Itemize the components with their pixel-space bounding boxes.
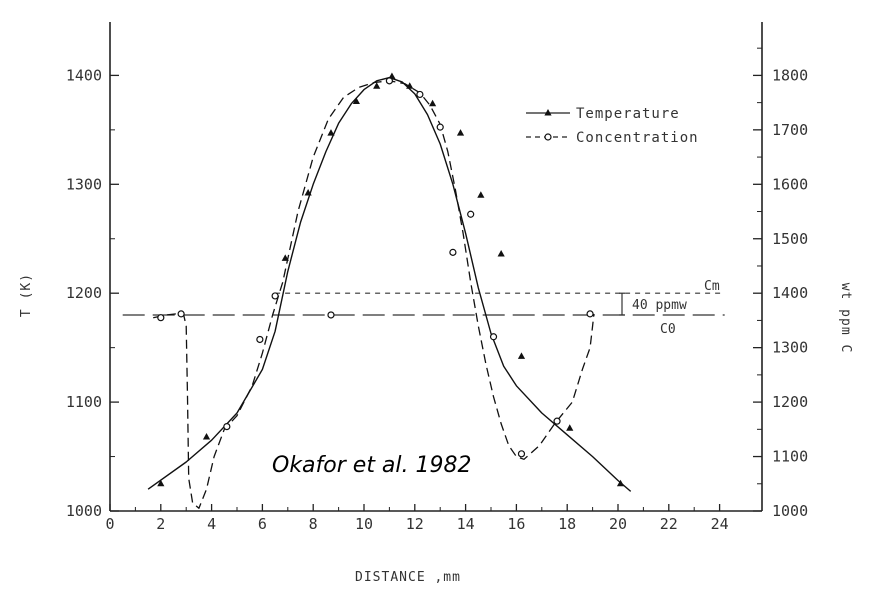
legend-marker-temperature xyxy=(544,109,552,116)
temperature-marker xyxy=(616,479,625,487)
concentration-marker xyxy=(385,77,393,85)
y-left-tick-label: 1400 xyxy=(66,66,102,84)
y-right-tick-label: 1600 xyxy=(772,175,808,193)
x-tick-label: 2 xyxy=(156,515,165,533)
y-right-tick-label: 1500 xyxy=(772,230,808,248)
citation-text: Okafor et al. 1982 xyxy=(272,453,472,478)
concentration-marker xyxy=(271,292,279,300)
gap-label: 40 ppmw xyxy=(632,298,687,313)
ticks: 0 2 4 6 8 10 12 14 16 18 20 22 241000110012001300140… xyxy=(66,47,808,533)
x-axis-title: DISTANCE ,mm xyxy=(355,570,461,585)
concentration-marker xyxy=(327,311,335,319)
series xyxy=(147,76,632,509)
cm-label: Cm xyxy=(704,279,720,294)
x-tick-label: 10 xyxy=(355,515,373,533)
markers xyxy=(157,72,625,487)
legend: Temperature Concentration xyxy=(526,106,699,146)
reference-lines xyxy=(122,292,725,316)
x-tick-label: 16 xyxy=(507,515,525,533)
y-left-tick-label: 1300 xyxy=(66,175,102,193)
temperature-marker xyxy=(352,97,360,105)
temperature-marker xyxy=(497,249,505,257)
y-right-tick-label: 1300 xyxy=(772,339,808,357)
temperature-marker xyxy=(477,191,485,198)
concentration-marker xyxy=(157,314,165,322)
x-tick-label: 22 xyxy=(660,515,678,533)
y-right-tick-label: 1200 xyxy=(772,393,808,411)
temperature-marker xyxy=(157,479,165,487)
y-right-axis-title: wt ppm C xyxy=(838,283,853,354)
y-right-tick-label: 1700 xyxy=(772,121,808,139)
concentration-marker xyxy=(586,310,594,318)
legend-label-temperature: Temperature xyxy=(576,106,680,122)
concentration-marker xyxy=(177,310,185,318)
y-right-tick-label: 1000 xyxy=(772,502,808,520)
y-right-tick-label: 1400 xyxy=(772,284,808,302)
temperature-marker xyxy=(566,424,574,431)
temperature-marker xyxy=(304,189,312,196)
c0-label: C0 xyxy=(660,322,676,337)
concentration-marker xyxy=(489,333,498,341)
y-left-tick-label: 1100 xyxy=(66,393,102,411)
temperature-marker xyxy=(517,352,526,359)
concentration-marker xyxy=(223,423,231,431)
y-left-tick-label: 1200 xyxy=(66,284,102,302)
y-right-tick-label: 1100 xyxy=(772,448,808,466)
temperature-marker xyxy=(428,99,437,107)
legend-label-concentration: Concentration xyxy=(576,130,699,146)
temperature-marker xyxy=(406,82,414,89)
x-tick-label: 24 xyxy=(711,515,729,533)
series-line-temperature xyxy=(147,76,632,492)
temperature-marker xyxy=(456,129,465,136)
concentration-marker xyxy=(449,248,457,256)
x-tick-label: 12 xyxy=(406,515,424,533)
series-line-concentration xyxy=(153,80,595,509)
temperature-marker xyxy=(327,129,335,136)
concentration-marker xyxy=(436,123,444,131)
y-left-tick-label: 1000 xyxy=(66,502,102,520)
temperature-marker xyxy=(202,432,211,440)
y-left-axis-title: T (K) xyxy=(19,273,34,317)
legend-marker-concentration xyxy=(544,133,552,141)
x-tick-label: 4 xyxy=(207,515,216,533)
x-tick-label: 6 xyxy=(258,515,267,533)
concentration-marker xyxy=(416,90,424,99)
concentration-marker xyxy=(517,450,526,458)
concentration-marker xyxy=(256,335,264,344)
x-tick-label: 14 xyxy=(457,515,475,533)
x-tick-label: 18 xyxy=(558,515,576,533)
concentration-marker xyxy=(553,417,561,425)
temperature-marker xyxy=(281,254,289,261)
concentration-marker xyxy=(467,210,475,218)
x-tick-label: 0 xyxy=(105,515,114,533)
y-right-tick-label: 1800 xyxy=(772,66,808,84)
temperature-marker xyxy=(373,82,381,89)
x-tick-label: 8 xyxy=(309,515,318,533)
x-tick-label: 20 xyxy=(609,515,627,533)
